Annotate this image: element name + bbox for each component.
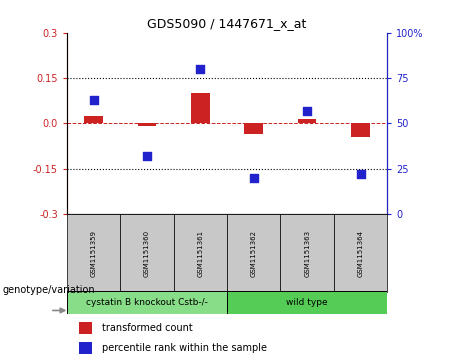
Text: GSM1151360: GSM1151360 bbox=[144, 230, 150, 277]
Point bbox=[250, 175, 257, 181]
Text: wild type: wild type bbox=[286, 298, 328, 307]
Point bbox=[357, 171, 364, 177]
Text: GSM1151361: GSM1151361 bbox=[197, 230, 203, 277]
Bar bbox=[67, 291, 227, 314]
Text: GSM1151363: GSM1151363 bbox=[304, 230, 310, 277]
Point bbox=[303, 108, 311, 114]
Text: transformed count: transformed count bbox=[102, 323, 192, 333]
Text: percentile rank within the sample: percentile rank within the sample bbox=[102, 343, 267, 353]
Title: GDS5090 / 1447671_x_at: GDS5090 / 1447671_x_at bbox=[148, 17, 307, 30]
Bar bbox=[191, 93, 210, 123]
Text: genotype/variation: genotype/variation bbox=[2, 285, 95, 295]
Bar bbox=[244, 123, 263, 134]
Bar bbox=[334, 214, 387, 292]
Bar bbox=[280, 214, 334, 292]
Text: GSM1151359: GSM1151359 bbox=[90, 230, 96, 277]
Bar bbox=[298, 119, 317, 123]
Bar bbox=[79, 342, 92, 354]
Text: GSM1151364: GSM1151364 bbox=[358, 230, 364, 277]
Point bbox=[143, 153, 151, 159]
Bar bbox=[84, 116, 103, 123]
Bar bbox=[351, 123, 370, 137]
Bar bbox=[79, 322, 92, 334]
Bar bbox=[137, 123, 156, 126]
Bar bbox=[174, 214, 227, 292]
Bar bbox=[67, 214, 120, 292]
Bar bbox=[227, 214, 280, 292]
Point bbox=[90, 97, 97, 103]
Text: cystatin B knockout Cstb-/-: cystatin B knockout Cstb-/- bbox=[86, 298, 208, 307]
Bar bbox=[120, 214, 174, 292]
Text: GSM1151362: GSM1151362 bbox=[251, 230, 257, 277]
Point bbox=[197, 66, 204, 72]
Bar bbox=[227, 291, 387, 314]
